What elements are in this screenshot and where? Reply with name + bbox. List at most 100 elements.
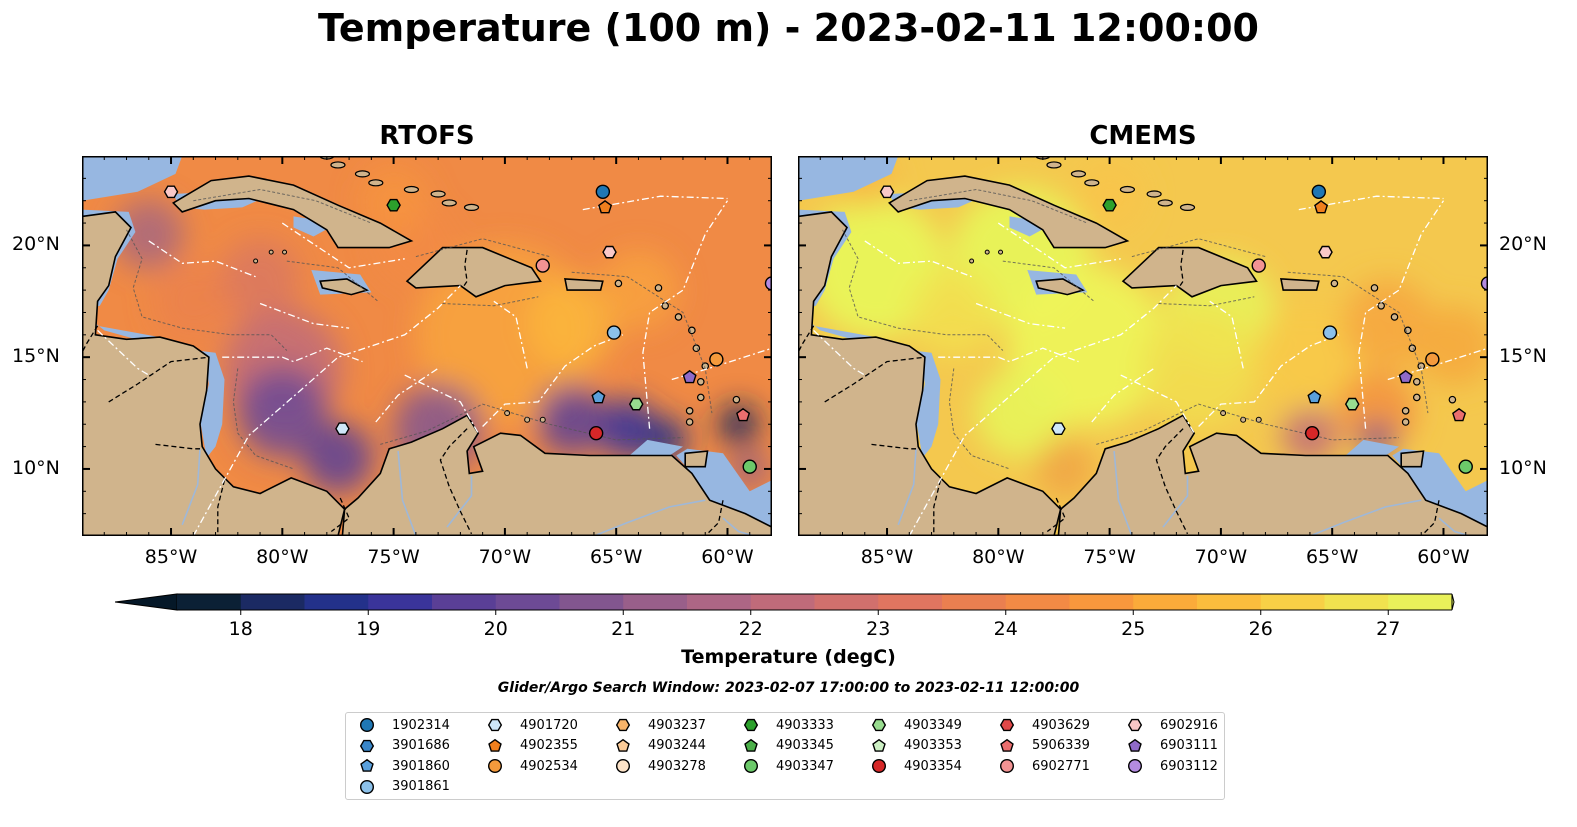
bathymetry-contour-7	[1158, 296, 1255, 307]
island-7	[1412, 377, 1421, 386]
bahamas-island-3	[368, 179, 384, 187]
river-4	[181, 448, 201, 526]
circle-marker-icon	[743, 758, 759, 774]
land-jamaica	[319, 278, 369, 296]
legend-item-4903345: 4903345	[742, 736, 834, 756]
lon-tick-label-1-3: 70°W	[1194, 546, 1248, 568]
cayman-island-1	[282, 249, 288, 255]
island-3	[1390, 313, 1399, 321]
legend-marker-6903112	[1127, 758, 1143, 774]
lat-tick-label-left-2: 10°N	[12, 456, 60, 479]
circle-marker-icon	[359, 717, 375, 733]
legend-item-4903278: 4903278	[614, 756, 706, 776]
float-marker-3901860-10	[591, 390, 606, 404]
legend-item-4902355: 4902355	[486, 736, 578, 756]
legend-item-6902771: 6902771	[998, 756, 1090, 776]
map-panel-rtofs	[82, 156, 772, 536]
bahamas-island-5	[1146, 190, 1162, 198]
legend-label: 3901686	[392, 738, 450, 753]
legend-item-4903237: 4903237	[614, 715, 706, 735]
legend-label: 4903333	[776, 717, 834, 733]
bathymetry-contour-4	[1131, 238, 1266, 258]
island-10	[685, 418, 694, 426]
bathymetry-contour-3	[193, 188, 372, 224]
colorbar-tick-20: 20	[483, 618, 508, 640]
colorbar-over-triangle	[1451, 593, 1455, 611]
abc-island-2	[539, 416, 546, 423]
float-marker-6903111-9	[682, 369, 697, 384]
float-marker-4901720-13	[1051, 422, 1066, 436]
colorbar-tick-24: 24	[993, 618, 1018, 640]
map-frame	[798, 156, 1488, 536]
land-hispaniola	[405, 246, 542, 298]
bahamas-island-7	[463, 203, 480, 212]
circle-marker-icon	[487, 758, 503, 774]
float-marker-6902771-5	[1251, 258, 1266, 273]
border-1	[824, 356, 925, 403]
border-7	[1178, 249, 1184, 289]
lon-tick-label-1-1: 80°W	[972, 546, 1025, 568]
eez-line-8	[975, 302, 1066, 329]
land-jamaica	[1035, 278, 1085, 296]
border-5	[1155, 428, 1189, 535]
legend-item-3901861: 3901861	[358, 777, 450, 797]
border-4	[1046, 497, 1066, 533]
legend-label: 6902771	[1032, 758, 1090, 774]
circle-marker-icon	[871, 758, 887, 774]
float-marker-4903354-14	[588, 425, 604, 441]
legend-item-6903112: 6903112	[1126, 756, 1218, 776]
float-marker-6902916-0	[163, 185, 179, 199]
circle-marker-icon	[615, 758, 631, 774]
float-legend: 1902314 3901686 3901860 3901861 4901720 49023…	[345, 712, 1225, 800]
bahamas-island-2	[1070, 170, 1087, 178]
legend-marker-3901860	[360, 758, 374, 772]
colorbar-tick-22: 22	[738, 618, 763, 640]
colorbar-tick-19: 19	[356, 618, 381, 640]
legend-label: 4903345	[776, 738, 834, 753]
hexagon-marker-icon	[1127, 718, 1143, 732]
hexagon-marker-icon	[359, 739, 375, 752]
legend-label: 6903111	[1160, 738, 1218, 753]
land-puertoRico	[1280, 278, 1320, 291]
eez-line-0	[908, 285, 1177, 536]
lon-tick-label-1-0: 85°W	[860, 546, 914, 568]
legend-label: 6903112	[1160, 758, 1218, 774]
border-6	[1420, 500, 1440, 536]
eez-line-4	[642, 200, 729, 429]
colorbar-tick-21: 21	[611, 618, 636, 640]
lat-tick-label-right-2: 10°N	[1499, 456, 1547, 479]
eez-line-10	[1091, 367, 1155, 423]
island-11	[1448, 395, 1457, 404]
bathymetry-contour-3	[909, 188, 1088, 224]
legend-marker-4901720	[487, 718, 503, 732]
river-2	[446, 475, 473, 528]
circle-marker-icon	[1127, 758, 1143, 774]
float-marker-4902534-8	[709, 352, 724, 367]
island-5	[1408, 344, 1417, 353]
eez-line-3	[482, 334, 624, 427]
float-marker-6902771-5	[535, 258, 550, 273]
colorbar-bin-10	[814, 594, 879, 610]
river-1	[1113, 451, 1133, 536]
legend-label: 6902916	[1160, 717, 1218, 733]
float-marker-4903349-11	[1344, 397, 1360, 411]
float-marker-6902916-4	[1318, 245, 1333, 259]
legend-marker-5906339	[1000, 738, 1014, 752]
legend-label: 4902355	[520, 738, 578, 753]
legend-item-5906339: 5906339	[998, 736, 1090, 756]
float-marker-3901860-10	[1307, 390, 1322, 404]
float-marker-6903112-6	[764, 276, 772, 291]
search-window-text: Glider/Argo Search Window: 2023-02-07 17…	[497, 680, 1080, 696]
bathymetry-contour-7	[442, 296, 539, 307]
float-marker-6903111-9	[1398, 369, 1413, 384]
island-8	[696, 393, 705, 402]
legend-marker-3901861	[359, 779, 375, 794]
land-trinidad	[1400, 450, 1425, 468]
pentagon-marker-icon	[360, 758, 374, 772]
colorbar-tick-23: 23	[866, 618, 891, 640]
legend-label: 1902314	[392, 717, 450, 733]
legend-marker-4903278	[615, 758, 631, 774]
border-2	[155, 443, 200, 450]
legend-marker-4903349	[871, 718, 887, 732]
island-0	[1330, 279, 1339, 288]
